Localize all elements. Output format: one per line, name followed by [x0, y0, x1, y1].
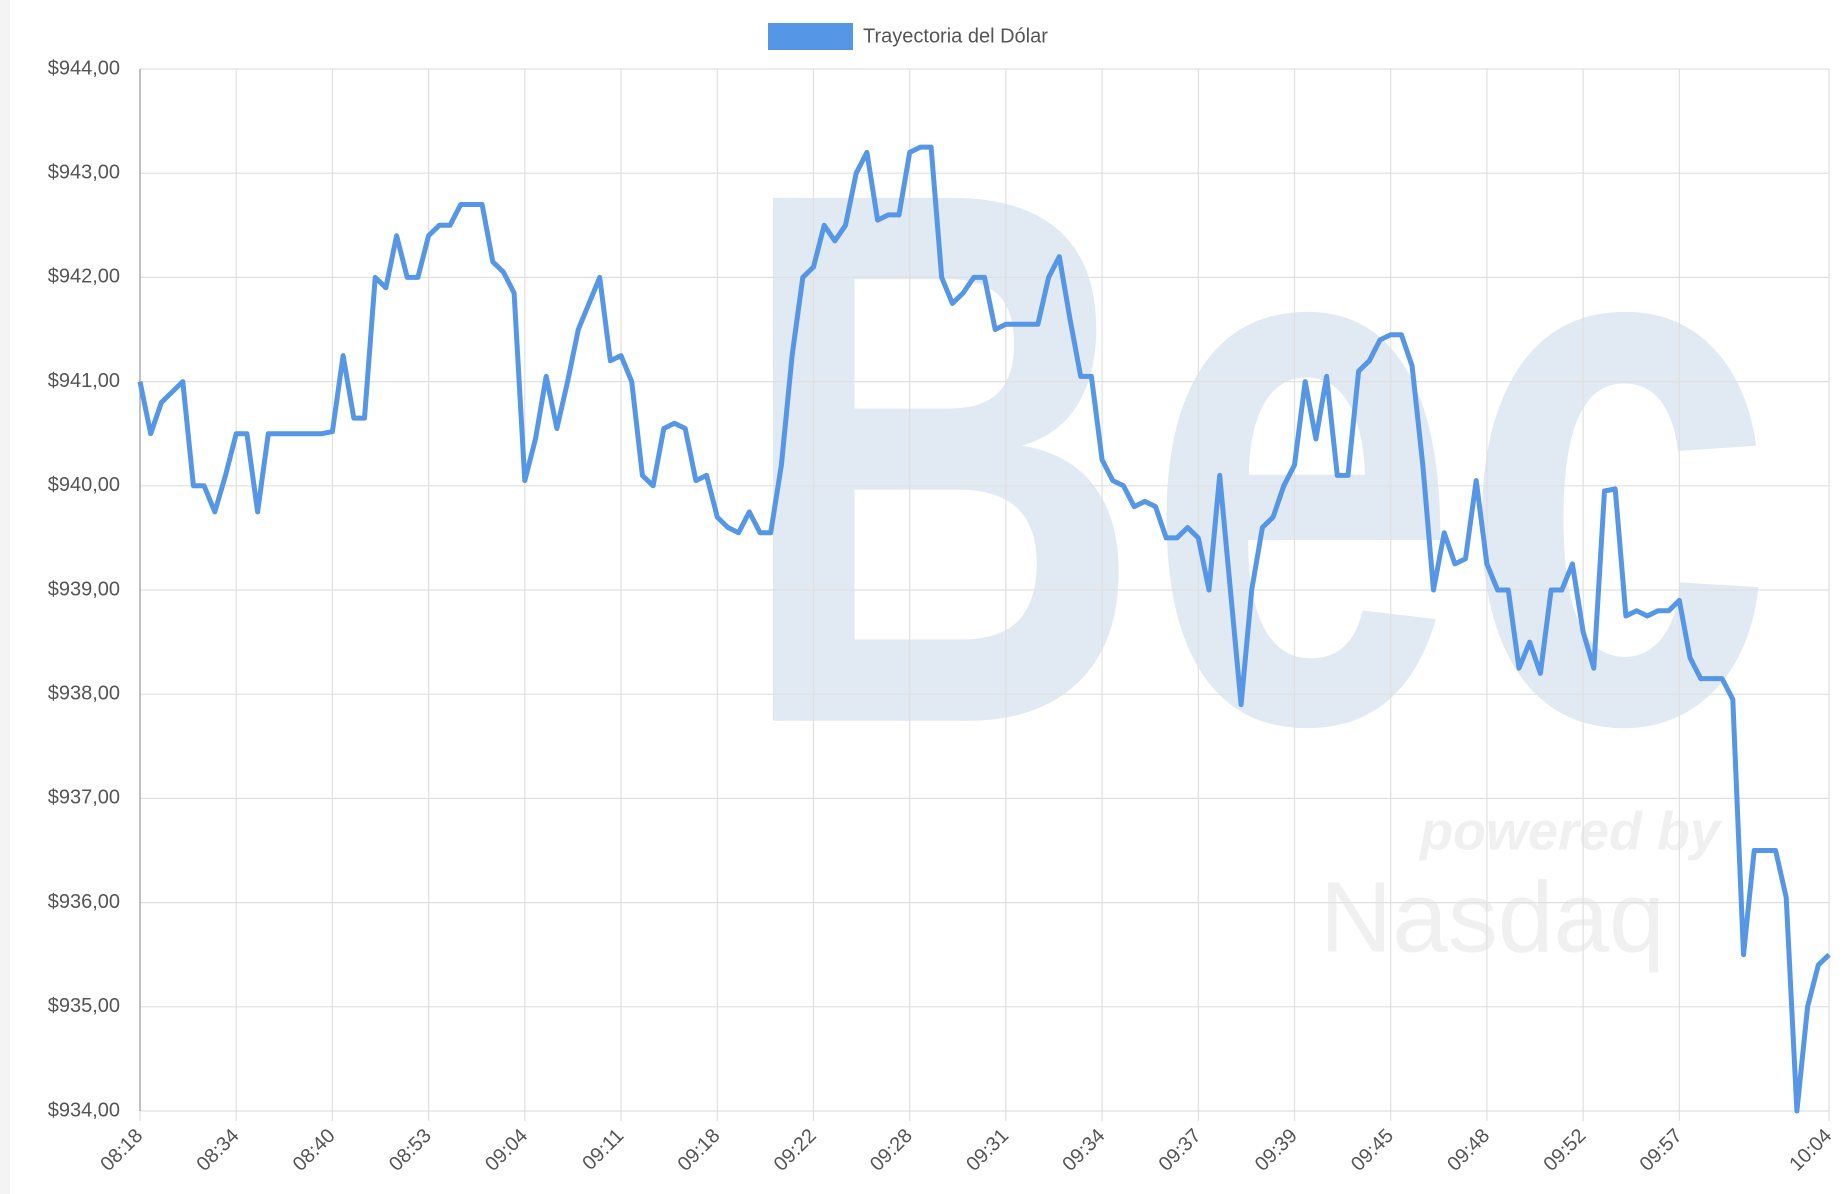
watermark: Bec: [735, 34, 1775, 883]
x-tick-label: 08:18: [96, 1125, 147, 1176]
x-tick-label: 09:48: [1443, 1125, 1494, 1176]
watermark-tagline: powered by: [1418, 801, 1723, 861]
legend-swatch: [768, 23, 853, 50]
x-tick-label: 09:22: [770, 1125, 821, 1176]
x-tick-label: 09:18: [674, 1125, 725, 1176]
x-tick-label: 08:34: [193, 1125, 244, 1176]
watermark-partner: Nasdaq: [1320, 861, 1665, 973]
x-tick-label: 09:04: [481, 1125, 532, 1176]
x-tick-label: 09:31: [962, 1125, 1013, 1176]
y-tick-label: $938,00: [48, 682, 120, 704]
y-tick-label: $939,00: [48, 578, 120, 600]
x-tick-label: 09:37: [1155, 1125, 1206, 1176]
x-tick-label: 08:53: [385, 1125, 436, 1176]
y-tick-label: $943,00: [48, 161, 120, 183]
y-tick-label: $941,00: [48, 370, 120, 392]
x-tick-label: 09:39: [1251, 1125, 1302, 1176]
x-tick-label: 09:28: [866, 1125, 917, 1176]
y-tick-label: $936,00: [48, 891, 120, 913]
y-tick-label: $940,00: [48, 474, 120, 496]
x-tick-label: 09:52: [1539, 1125, 1590, 1176]
legend-label: Trayectoria del Dólar: [863, 25, 1048, 47]
x-tick-label: 09:11: [578, 1125, 628, 1175]
y-tick-label: $934,00: [48, 1099, 120, 1121]
x-tick-label: 09:57: [1636, 1125, 1687, 1176]
x-tick-label: 08:40: [289, 1125, 340, 1176]
x-tick-label: 09:34: [1058, 1125, 1109, 1176]
data-line: [137, 144, 1831, 1114]
x-tick-label: 09:45: [1347, 1125, 1398, 1176]
y-tick-label: $935,00: [48, 995, 120, 1017]
left-edge: [0, 0, 10, 1194]
y-tick-label: $937,00: [48, 787, 120, 809]
x-tick-label: 10:04: [1785, 1125, 1836, 1176]
watermark-brand: Bec: [735, 34, 1775, 883]
y-tick-label: $944,00: [48, 57, 120, 79]
y-tick-label: $942,00: [48, 266, 120, 288]
